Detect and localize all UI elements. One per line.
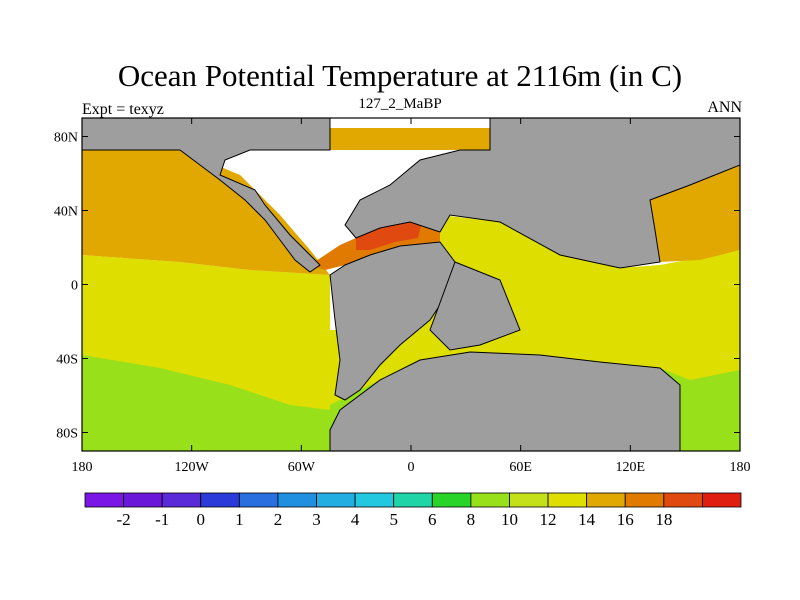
lon-tick-label: 0 (408, 460, 415, 475)
ocean-orange-north-pacific (82, 150, 330, 275)
colorbar-swatch (431, 492, 472, 508)
colorbar-swatch (702, 492, 742, 508)
lon-tick-label: 180 (730, 460, 751, 475)
longitude-axis: 180 120W 60W 0 60E 120E 180 (72, 118, 751, 475)
colorbar-swatch (393, 492, 433, 508)
ocean-band-yellow-pacific (82, 255, 330, 410)
colorbar-label: 18 (655, 510, 672, 529)
season-label: ANN (707, 99, 742, 116)
colorbar-label: 10 (501, 510, 518, 529)
landmasses (82, 118, 740, 451)
colorbar-swatch (470, 492, 510, 508)
colorbar-swatch (123, 492, 163, 508)
colorbar-label: 12 (540, 510, 557, 529)
lon-tick-label: 60E (509, 460, 532, 475)
colorbar-label: -1 (155, 510, 169, 529)
colorbar-swatch (277, 492, 317, 508)
colorbar-label: 0 (197, 510, 206, 529)
colorbar-label: 3 (312, 510, 321, 529)
land-eurasia (344, 118, 740, 269)
colorbar-label: -2 (117, 510, 131, 529)
latitude-axis: 80N 40N 0 40S 80S (54, 131, 740, 442)
land-australia-antarctica (329, 351, 681, 451)
colorbar-swatch (509, 492, 549, 508)
colorbar-label: 2 (274, 510, 283, 529)
colorbar: -2 -1 0 1 2 3 4 5 6 8 10 12 14 16 18 (84, 492, 742, 529)
colorbar-label: 8 (467, 510, 476, 529)
ocean-hot-pool-tethys (356, 217, 422, 250)
lon-tick-label: 120W (175, 460, 210, 475)
ocean-orange-arctic (330, 128, 490, 150)
lat-tick-label: 40S (56, 353, 78, 368)
plot-title: Ocean Potential Temperature at 2116m (in… (117, 58, 683, 93)
lat-tick-label: 40N (54, 205, 78, 220)
experiment-label: Expt = texyz (82, 101, 164, 118)
colorbar-label: 1 (235, 510, 244, 529)
colorbar-swatch (200, 492, 240, 508)
colorbar-swatch (663, 492, 703, 508)
colorbar-label: 14 (578, 510, 596, 529)
colorbar-swatch (354, 492, 395, 508)
colorbar-swatch (84, 492, 124, 508)
lon-tick-label: 60W (288, 460, 316, 475)
colorbar-swatch (586, 492, 626, 508)
colorbar-swatch (624, 492, 665, 508)
colorbar-swatch (238, 492, 279, 508)
colorbar-swatch (316, 492, 356, 508)
land-north-america (82, 118, 331, 273)
colorbar-swatch (161, 492, 202, 508)
colorbar-label: 5 (389, 510, 398, 529)
lat-tick-label: 80S (56, 427, 78, 442)
land-africa (429, 261, 521, 351)
lat-tick-label: 80N (54, 131, 78, 146)
land-south-america (329, 241, 456, 401)
colorbar-label: 4 (351, 510, 360, 529)
colorbar-label: 16 (617, 510, 634, 529)
lat-tick-label: 0 (71, 279, 78, 294)
colorbar-swatch (547, 492, 588, 508)
period-label: 127_2_MaBP (358, 96, 442, 112)
colorbar-label: 6 (428, 510, 437, 529)
lon-tick-label: 120E (616, 460, 646, 475)
ocean-orange-west-pacific (650, 165, 740, 262)
lon-tick-label: 180 (72, 460, 93, 475)
